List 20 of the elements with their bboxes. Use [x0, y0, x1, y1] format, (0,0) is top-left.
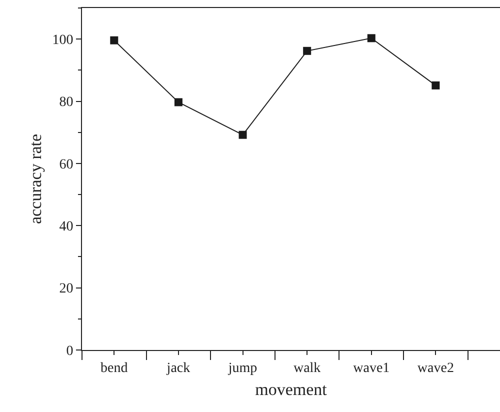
y-tick-label: 0	[66, 344, 74, 359]
y-tick-label: 60	[59, 157, 74, 172]
y-tick-label: 40	[59, 220, 74, 235]
point	[238, 130, 247, 139]
x-tick-label: jack	[166, 360, 190, 376]
x-tick-label: walk	[293, 360, 321, 376]
y-axis-title: accuracy rate	[26, 134, 45, 224]
x-axis-title: movement	[255, 380, 328, 400]
x-tick-label: wave2	[417, 360, 454, 376]
x-tick-label: bend	[100, 360, 128, 376]
point	[174, 98, 182, 106]
point	[110, 36, 118, 44]
y-tick-label: 100	[52, 32, 74, 48]
x-tick-label: jump	[227, 360, 258, 376]
point	[303, 46, 312, 55]
point	[367, 34, 376, 42]
y-tick-label: 80	[59, 95, 74, 110]
x-tick-label: wave1	[353, 360, 390, 376]
y-tick-label: 20	[59, 282, 74, 297]
point	[432, 81, 440, 90]
